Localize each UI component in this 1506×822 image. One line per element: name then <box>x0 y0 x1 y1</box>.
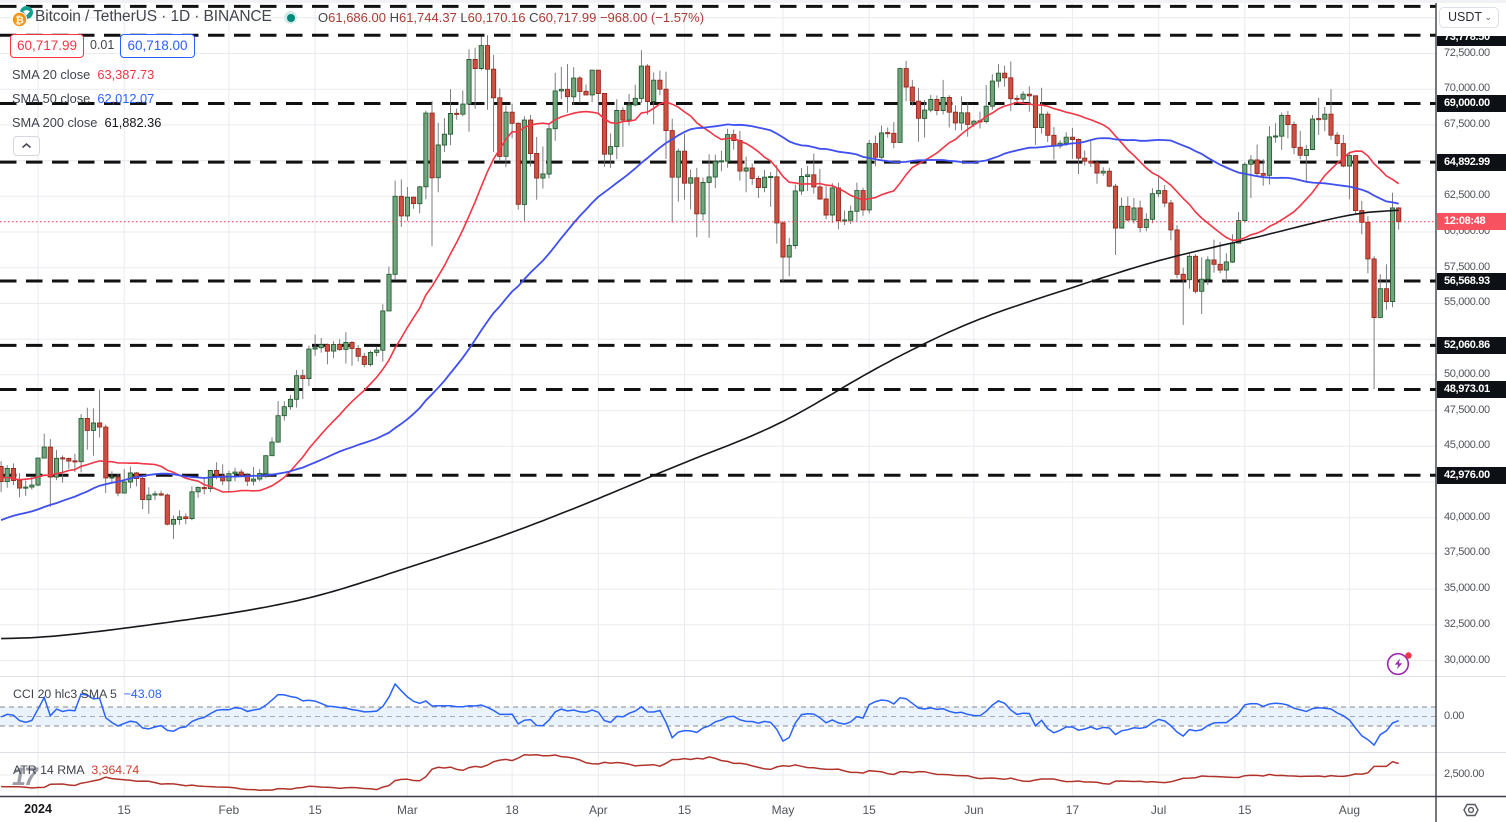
svg-text:₿: ₿ <box>15 14 24 26</box>
